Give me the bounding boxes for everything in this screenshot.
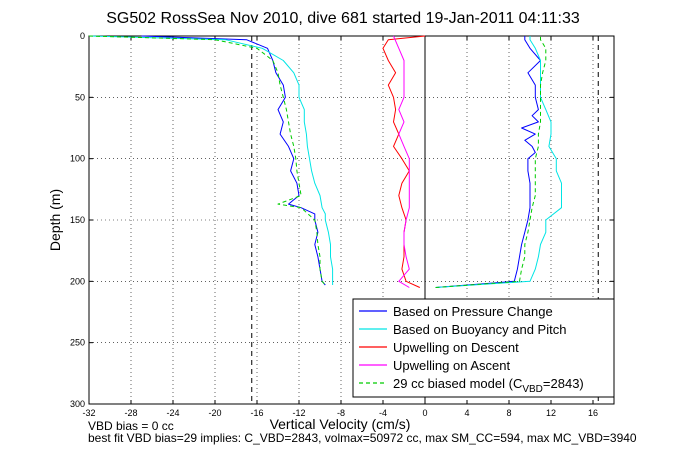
legend-label: Based on Pressure Change xyxy=(393,304,553,319)
series-upwelling-on-descent xyxy=(382,35,426,288)
series-upwelling-on-ascent xyxy=(393,35,410,288)
x-tick-label: -16 xyxy=(250,408,263,418)
footnote-best-fit: best fit VBD bias=29 implies: C_VBD=2843… xyxy=(88,431,637,445)
series-based-on-buoyancy-and-pitch-descent xyxy=(88,35,334,285)
y-tick-label: 200 xyxy=(70,276,85,286)
x-tick-label: -8 xyxy=(337,408,345,418)
x-tick-label: 4 xyxy=(464,408,469,418)
y-tick-label: 300 xyxy=(70,399,85,409)
x-tick-label: -24 xyxy=(166,408,179,418)
series-29-cc-biased-model-c-vbd-2843-descent xyxy=(88,35,326,286)
y-axis-label: Depth (m) xyxy=(47,189,63,251)
legend-label: Upwelling on Descent xyxy=(393,340,519,355)
series-based-on-pressure-change-descent xyxy=(141,35,326,286)
x-tick-label: -32 xyxy=(82,408,95,418)
x-axis-label: Vertical Velocity (cm/s) xyxy=(270,416,411,432)
plot-axes: -32 -28 -24 -20 -16 -12 -8 -4 0 4 8 12 16 0 50 100 150 20… xyxy=(70,31,615,418)
y-tick-label: 50 xyxy=(75,92,85,102)
x-tick-label: -4 xyxy=(379,408,387,418)
y-tick-label: 0 xyxy=(80,31,85,41)
y-tick-label: 150 xyxy=(70,215,85,225)
y-tick-label: 100 xyxy=(70,154,85,164)
legend-box xyxy=(352,298,615,398)
series-based-on-pressure-change-ascent xyxy=(435,36,541,288)
y-tick-label: 250 xyxy=(70,338,85,348)
x-tick-label: 16 xyxy=(588,408,598,418)
legend-label: Based on Buoyancy and Pitch xyxy=(393,322,566,337)
data-series xyxy=(88,35,562,288)
x-tick-label: -20 xyxy=(208,408,221,418)
x-tick-label: -12 xyxy=(292,408,305,418)
x-tick-label: 12 xyxy=(546,408,556,418)
series-based-on-buoyancy-and-pitch-ascent xyxy=(435,36,562,288)
x-tick-label: 0 xyxy=(422,408,427,418)
x-tick-label: -28 xyxy=(124,408,137,418)
footnote-vbd-bias: VBD bias = 0 cc xyxy=(88,419,174,433)
legend: Based on Pressure Change Based on Buoyanc… xyxy=(352,298,615,398)
x-tick-label: 8 xyxy=(506,408,511,418)
legend-label: Upwelling on Ascent xyxy=(393,358,510,373)
chart-title: SG502 RossSea Nov 2010, dive 681 started… xyxy=(106,10,580,27)
